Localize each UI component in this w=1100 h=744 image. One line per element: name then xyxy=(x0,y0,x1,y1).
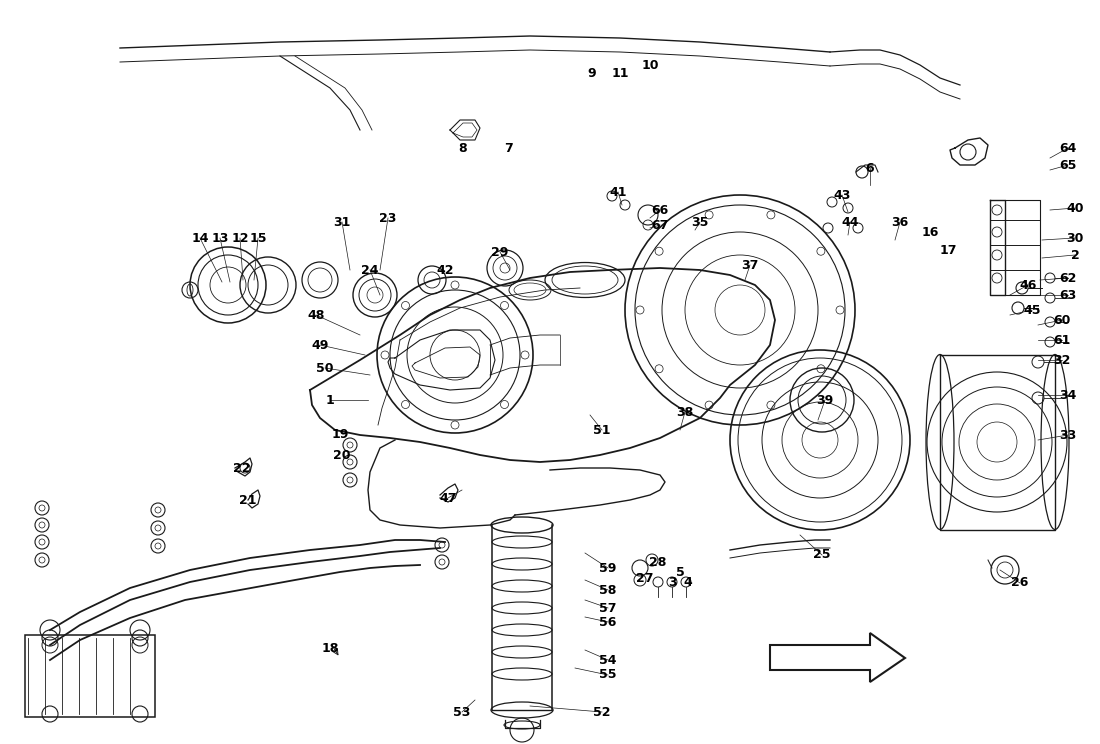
Text: 7: 7 xyxy=(504,141,513,155)
Text: 51: 51 xyxy=(593,423,611,437)
Text: 49: 49 xyxy=(311,339,329,351)
Text: 1: 1 xyxy=(326,394,334,406)
Text: 39: 39 xyxy=(816,394,834,406)
Text: 27: 27 xyxy=(636,571,653,585)
Text: 54: 54 xyxy=(600,653,617,667)
Text: 60: 60 xyxy=(1054,313,1070,327)
Text: 43: 43 xyxy=(834,188,850,202)
Text: 50: 50 xyxy=(317,362,333,374)
Text: 44: 44 xyxy=(842,216,859,228)
Text: 35: 35 xyxy=(691,216,708,228)
Text: 24: 24 xyxy=(361,263,378,277)
Text: 9: 9 xyxy=(587,66,596,80)
Text: 3: 3 xyxy=(668,576,676,589)
Text: 10: 10 xyxy=(641,59,659,71)
Text: 31: 31 xyxy=(333,216,351,228)
Text: 17: 17 xyxy=(939,243,957,257)
Text: 22: 22 xyxy=(233,461,251,475)
Text: 32: 32 xyxy=(1054,353,1070,367)
Text: 29: 29 xyxy=(492,246,508,258)
Text: 19: 19 xyxy=(331,428,349,440)
Text: 16: 16 xyxy=(922,225,938,239)
Text: 34: 34 xyxy=(1059,388,1077,402)
Text: 64: 64 xyxy=(1059,141,1077,155)
Text: 25: 25 xyxy=(813,548,830,562)
Text: 14: 14 xyxy=(191,231,209,245)
Text: 57: 57 xyxy=(600,601,617,615)
Text: 46: 46 xyxy=(1020,278,1036,292)
Text: 58: 58 xyxy=(600,583,617,597)
Text: 42: 42 xyxy=(437,263,454,277)
Text: 66: 66 xyxy=(651,204,669,217)
Text: 41: 41 xyxy=(609,185,627,199)
Text: 13: 13 xyxy=(211,231,229,245)
Text: 55: 55 xyxy=(600,669,617,682)
Text: 62: 62 xyxy=(1059,272,1077,284)
Text: 56: 56 xyxy=(600,615,617,629)
Text: 6: 6 xyxy=(866,161,874,175)
Text: 18: 18 xyxy=(321,641,339,655)
Text: 4: 4 xyxy=(683,576,692,589)
Text: 47: 47 xyxy=(439,492,456,504)
Text: 38: 38 xyxy=(676,405,694,418)
Text: 61: 61 xyxy=(1054,333,1070,347)
Text: 23: 23 xyxy=(379,211,397,225)
Text: 8: 8 xyxy=(459,141,468,155)
Text: 65: 65 xyxy=(1059,158,1077,172)
Text: 48: 48 xyxy=(307,309,324,321)
Text: 37: 37 xyxy=(741,258,759,272)
Text: 28: 28 xyxy=(649,557,667,569)
Text: 2: 2 xyxy=(1070,248,1079,261)
Text: 30: 30 xyxy=(1066,231,1083,245)
Text: 63: 63 xyxy=(1059,289,1077,301)
Text: 21: 21 xyxy=(240,493,256,507)
Text: 53: 53 xyxy=(453,705,471,719)
Text: 52: 52 xyxy=(593,705,611,719)
Text: 11: 11 xyxy=(612,66,629,80)
Text: 40: 40 xyxy=(1066,202,1083,214)
Text: 45: 45 xyxy=(1023,304,1041,316)
Text: 5: 5 xyxy=(675,565,684,579)
Text: 33: 33 xyxy=(1059,429,1077,441)
Text: 20: 20 xyxy=(333,449,351,461)
Bar xyxy=(25,635,155,717)
Text: 12: 12 xyxy=(231,231,249,245)
Text: 59: 59 xyxy=(600,562,617,574)
Text: 15: 15 xyxy=(250,231,267,245)
Text: 26: 26 xyxy=(1011,577,1028,589)
Text: 36: 36 xyxy=(891,216,909,228)
Text: 67: 67 xyxy=(651,219,669,231)
